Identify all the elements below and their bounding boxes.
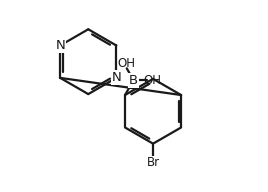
Text: N: N	[55, 39, 65, 52]
Text: B: B	[129, 74, 138, 87]
Text: Br: Br	[147, 156, 160, 169]
Text: N: N	[111, 71, 121, 84]
Text: OH: OH	[144, 74, 162, 87]
Text: OH: OH	[118, 57, 136, 70]
